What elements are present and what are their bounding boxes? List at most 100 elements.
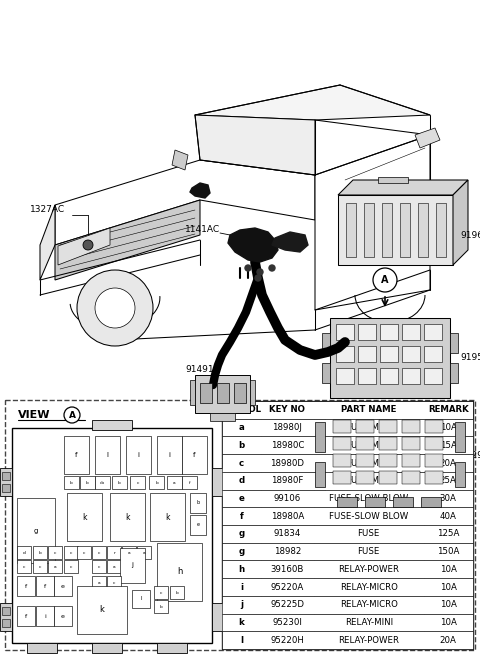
Bar	[421, 497, 441, 507]
Text: 91951R: 91951R	[460, 354, 480, 363]
Bar	[195, 375, 250, 413]
Text: 18980J: 18980J	[273, 423, 302, 432]
Text: 18982: 18982	[274, 547, 301, 556]
Text: i: i	[168, 452, 170, 458]
Bar	[222, 543, 473, 560]
Text: FUSE-SLOW BLOW: FUSE-SLOW BLOW	[329, 494, 408, 503]
Bar	[64, 546, 78, 559]
Bar	[378, 177, 408, 183]
Text: c: c	[239, 459, 244, 468]
Bar	[54, 606, 72, 626]
Bar	[190, 515, 206, 535]
Bar	[322, 363, 330, 383]
Bar	[425, 454, 443, 467]
Text: f: f	[75, 452, 78, 458]
Bar	[222, 401, 473, 649]
Text: d: d	[239, 476, 244, 485]
Text: k: k	[82, 512, 87, 522]
Bar	[402, 346, 420, 362]
Bar	[382, 203, 392, 257]
Text: RELAY-MINI: RELAY-MINI	[345, 618, 393, 627]
Text: 99106: 99106	[274, 494, 301, 503]
Text: b: b	[160, 604, 162, 609]
Text: c: c	[54, 550, 56, 554]
Text: g: g	[239, 547, 244, 556]
Text: e: e	[61, 583, 65, 588]
Bar	[379, 437, 397, 450]
Bar	[222, 454, 473, 472]
Text: k: k	[165, 512, 170, 522]
Bar	[92, 546, 106, 559]
Bar	[2, 472, 10, 480]
Bar	[337, 497, 357, 507]
Text: g: g	[239, 529, 244, 539]
Bar	[250, 380, 255, 405]
Bar	[17, 560, 31, 573]
Text: b: b	[70, 480, 73, 485]
Text: REMARK: REMARK	[428, 405, 468, 415]
Bar	[92, 560, 106, 573]
Bar	[212, 603, 224, 631]
Text: FUSE-MINI: FUSE-MINI	[347, 441, 391, 450]
Polygon shape	[172, 150, 188, 170]
Text: f: f	[44, 583, 46, 588]
Text: b: b	[118, 480, 121, 485]
Bar	[333, 471, 351, 484]
Text: c: c	[23, 565, 25, 569]
Bar	[77, 586, 127, 634]
Text: FUSE: FUSE	[358, 529, 380, 539]
Text: c: c	[70, 550, 72, 554]
Circle shape	[269, 265, 275, 271]
Text: j: j	[240, 600, 243, 609]
Circle shape	[83, 240, 93, 250]
Bar	[380, 324, 398, 340]
Text: 10A: 10A	[440, 565, 456, 574]
Text: RELAY-MICRO: RELAY-MICRO	[340, 600, 397, 609]
Bar	[222, 578, 473, 596]
Text: FUSE: FUSE	[358, 547, 380, 556]
Text: 10A: 10A	[440, 423, 456, 432]
Bar	[402, 454, 420, 467]
Bar	[157, 436, 182, 474]
Text: 30A: 30A	[440, 494, 456, 503]
Bar	[64, 476, 79, 489]
Text: FUSE-SLOW BLOW: FUSE-SLOW BLOW	[329, 512, 408, 521]
Bar	[222, 525, 473, 543]
Bar	[222, 436, 473, 454]
Bar	[17, 498, 55, 563]
Bar	[402, 437, 420, 450]
Bar	[402, 420, 420, 433]
Bar	[336, 346, 354, 362]
Bar	[80, 476, 95, 489]
Bar	[210, 413, 235, 421]
Bar	[364, 203, 374, 257]
Bar	[170, 586, 184, 599]
Text: e: e	[239, 494, 244, 503]
Bar	[425, 471, 443, 484]
Text: c: c	[98, 565, 100, 569]
Bar	[336, 368, 354, 384]
Bar	[154, 586, 168, 599]
Bar	[182, 476, 197, 489]
Text: g: g	[34, 527, 38, 533]
Polygon shape	[338, 195, 453, 265]
Bar	[222, 560, 473, 578]
Bar	[182, 436, 207, 474]
Text: 10A: 10A	[440, 600, 456, 609]
Text: k: k	[125, 512, 130, 522]
Bar	[92, 420, 132, 430]
Bar	[112, 476, 127, 489]
Polygon shape	[58, 228, 110, 265]
Text: i: i	[240, 583, 243, 592]
Text: 1141AC: 1141AC	[185, 226, 220, 234]
Bar	[379, 454, 397, 467]
Text: a: a	[239, 423, 244, 432]
Bar	[358, 324, 376, 340]
Bar	[190, 493, 206, 513]
Circle shape	[255, 275, 261, 281]
Bar	[380, 346, 398, 362]
Text: c: c	[136, 480, 139, 485]
Bar	[107, 560, 121, 573]
Bar	[212, 468, 224, 496]
Bar	[402, 471, 420, 484]
